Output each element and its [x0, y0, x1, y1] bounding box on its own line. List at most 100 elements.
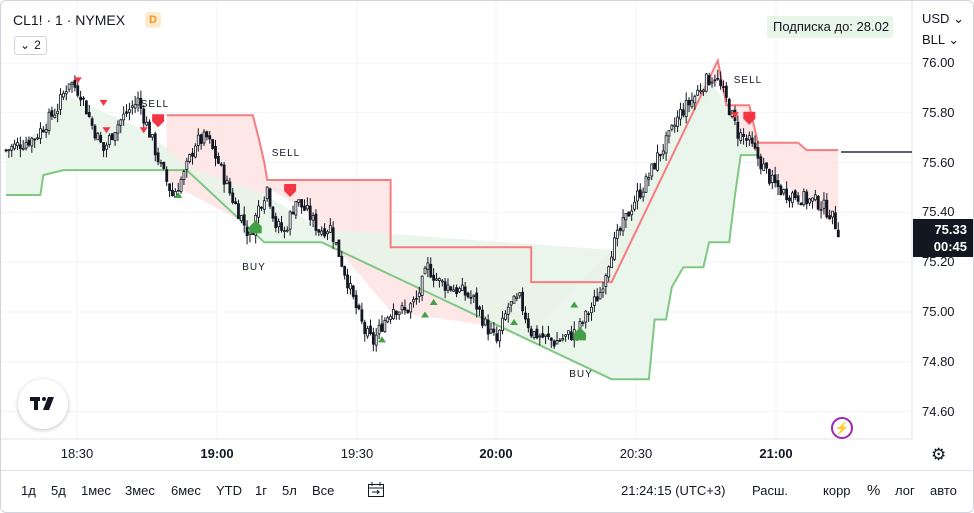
candle-up: [182, 171, 186, 180]
candle-down: [214, 146, 217, 159]
symbol-legend[interactable]: CL1! · 1 · NYMEX D: [13, 12, 162, 28]
sell-arrow-icon: [73, 77, 82, 84]
candle-down: [82, 97, 85, 100]
candle-up: [518, 292, 522, 297]
candle-up: [592, 296, 596, 306]
clock-display[interactable]: 21:24:15 (UTC+3): [621, 483, 726, 498]
candle-down: [681, 109, 685, 116]
collapse-indicators-button[interactable]: ⌄ 2: [14, 36, 47, 55]
sell-arrow-icon: [102, 127, 111, 134]
candle-up: [64, 91, 68, 95]
range-button[interactable]: 3мес: [125, 483, 155, 498]
candle-up: [483, 318, 487, 326]
candle-down: [343, 266, 347, 276]
range-button[interactable]: 1г: [255, 483, 267, 498]
candle-down: [406, 309, 410, 314]
candle-down: [481, 309, 484, 326]
candle-up: [808, 198, 811, 204]
candle-up: [460, 284, 464, 291]
date-range-icon[interactable]: [367, 481, 385, 502]
candle-up: [647, 177, 651, 180]
adjust-button[interactable]: корр: [823, 483, 851, 498]
candle-up: [277, 221, 281, 228]
sell-flag-icon: [284, 183, 297, 197]
stop-fills: [6, 60, 839, 380]
candle-down: [805, 191, 809, 205]
candle-down: [216, 155, 220, 164]
candle-down: [558, 339, 562, 342]
price-tick-label: 75.40: [922, 204, 955, 220]
log-button[interactable]: лог: [895, 483, 915, 498]
candle-up: [383, 320, 387, 332]
candle-up: [366, 328, 370, 337]
session-button[interactable]: Расш.: [752, 483, 789, 498]
symbol-title[interactable]: CL1! · 1 · NYMEX: [13, 12, 126, 28]
time-tick-label: 21:00: [759, 446, 793, 461]
auto-button[interactable]: авто: [930, 483, 957, 498]
range-button[interactable]: 1мес: [81, 483, 111, 498]
candle-down: [492, 328, 496, 333]
candle-up: [633, 201, 636, 210]
range-button[interactable]: 5д: [51, 483, 66, 498]
candle-down: [176, 189, 180, 192]
gear-icon[interactable]: ⚙: [931, 445, 947, 464]
candle-down: [432, 274, 436, 281]
candle-down: [541, 333, 545, 338]
unit-selector[interactable]: BLL ⌄: [922, 32, 959, 48]
candle-up: [613, 237, 616, 260]
candle-up: [36, 137, 39, 140]
candle-down: [76, 85, 80, 96]
candle-down: [836, 229, 840, 238]
candle-down: [363, 322, 367, 334]
candle-down: [228, 181, 232, 194]
candle-up: [24, 142, 28, 149]
candle-down: [759, 156, 763, 170]
sell-flag-icon: [743, 111, 756, 125]
candle-up: [813, 194, 817, 201]
currency-selector[interactable]: USD ⌄: [922, 11, 964, 27]
candle-down: [526, 318, 530, 329]
candle-down: [87, 111, 91, 118]
range-button[interactable]: 1д: [21, 483, 36, 498]
candle-up: [426, 262, 430, 270]
candle-down: [93, 125, 97, 139]
candle-down: [102, 142, 105, 151]
candle-down: [455, 287, 458, 295]
candle-down: [337, 239, 341, 257]
chart-plot[interactable]: [1, 1, 974, 471]
candle-up: [532, 330, 536, 339]
candle-down: [443, 281, 447, 291]
candle-down: [18, 144, 22, 150]
price-tick-label: 74.80: [922, 353, 955, 369]
candle-down: [736, 121, 740, 139]
candle-down: [587, 313, 591, 316]
range-button[interactable]: YTD: [216, 483, 242, 498]
candle-up: [630, 210, 634, 216]
candle-up: [590, 306, 593, 314]
lightning-icon[interactable]: ⚡: [831, 417, 853, 439]
candle-down: [168, 183, 171, 192]
candle-up: [696, 89, 700, 96]
candle-down: [41, 129, 45, 133]
candle-up: [601, 288, 605, 293]
candle-up: [790, 192, 794, 204]
candle-up: [53, 114, 57, 118]
delayed-badge[interactable]: D: [145, 12, 162, 28]
candle-up: [440, 280, 444, 283]
candle-down: [521, 291, 524, 312]
range-button[interactable]: 5л: [282, 483, 297, 498]
candle-down: [722, 86, 725, 88]
candle-down: [745, 138, 748, 141]
candle-down: [354, 294, 358, 308]
candle-down: [27, 139, 31, 146]
tradingview-logo[interactable]: [18, 379, 68, 429]
range-button[interactable]: Все: [312, 483, 335, 498]
range-button[interactable]: 6мес: [171, 483, 201, 498]
buy-arrow-icon: [174, 191, 183, 198]
candle-down: [466, 292, 470, 298]
candle-down: [90, 118, 94, 126]
percent-button[interactable]: %: [867, 482, 881, 499]
candle-up: [704, 73, 708, 92]
candle-up: [770, 174, 774, 183]
